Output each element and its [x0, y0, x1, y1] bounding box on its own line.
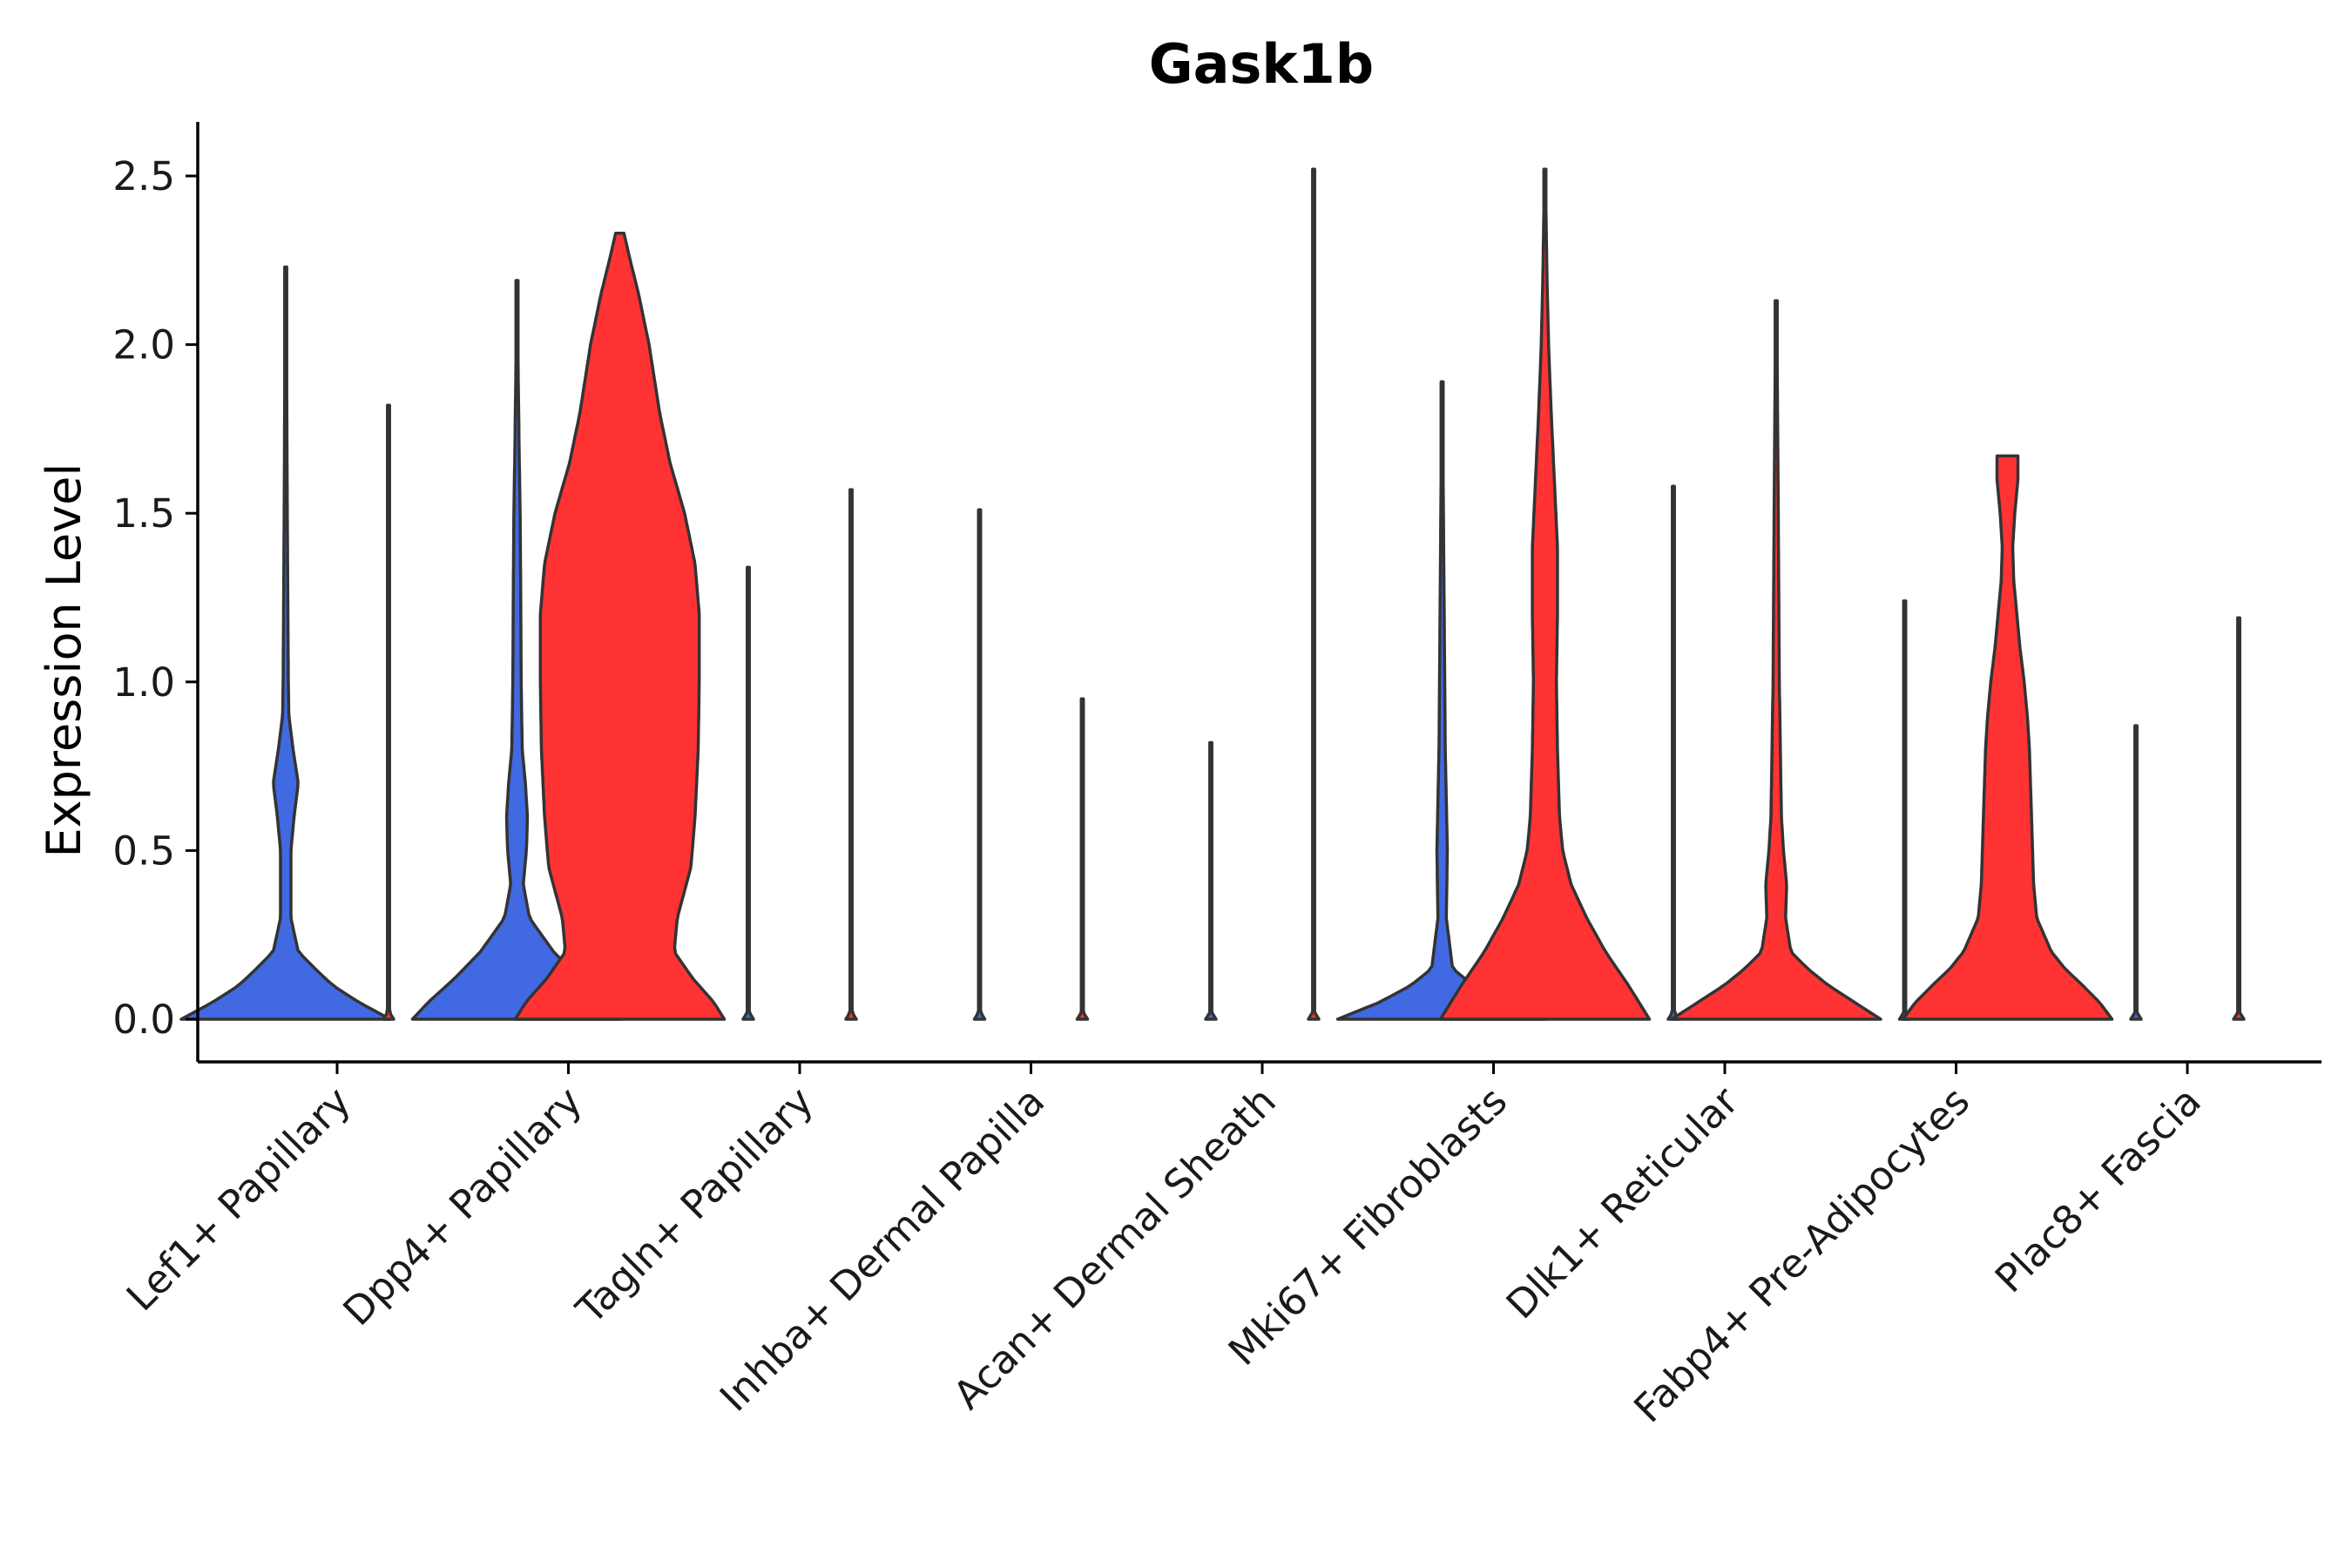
- violin-acan-dermal-sheath-red: [1307, 167, 1321, 1021]
- x-tick-label: Tagln+ Papillary: [567, 1078, 822, 1333]
- chart-title: Gask1b: [1149, 32, 1374, 96]
- violin-group: [179, 167, 2246, 1021]
- violin-acan-dermal-sheath-blue: [1204, 740, 1218, 1021]
- y-tick-label: 1.5: [112, 490, 175, 537]
- violin-mki67-fibroblasts-blue: [1335, 380, 1549, 1021]
- violin-dlk1-reticular-red: [1670, 299, 1882, 1021]
- y-tick-label: 2.5: [112, 153, 175, 199]
- violin-lef1-papillary-blue: [179, 265, 392, 1021]
- violin-mki67-fibroblasts-red: [1438, 167, 1652, 1021]
- violin-fabp4-pre-adipocytes-blue: [1897, 599, 1912, 1021]
- violin-dpp4-papillary-blue: [410, 279, 624, 1021]
- violin-plac8-fascia-red: [2232, 616, 2246, 1021]
- violin-inhba-dermal-papilla-blue: [972, 508, 987, 1021]
- violin-dpp4-papillary-red: [513, 232, 727, 1021]
- violin-dlk1-reticular-blue: [1666, 484, 1680, 1021]
- violin-tagln-papillary-blue: [741, 565, 755, 1021]
- y-tick-label: 0.5: [112, 828, 175, 874]
- violin-plac8-fascia-blue: [2129, 724, 2143, 1021]
- x-tick-label: Plac8+ Fascia: [1986, 1078, 2210, 1301]
- violin-inhba-dermal-papilla-red: [1075, 697, 1090, 1021]
- y-tick-label: 0.0: [112, 997, 175, 1043]
- violin-fabp4-pre-adipocytes-red: [1901, 454, 2114, 1021]
- y-axis-title: Expression Level: [37, 463, 91, 858]
- violin-lef1-papillary-red: [382, 403, 395, 1021]
- y-axis: 0.0 0.5 1.0 1.5 2.0 2.5: [112, 122, 199, 1062]
- y-tick-label: 1.0: [112, 659, 175, 706]
- x-tick-label: Lef1+ Papillary: [118, 1078, 360, 1320]
- x-tick-label: Dpp4+ Papillary: [334, 1078, 591, 1335]
- violin-tagln-papillary-red: [844, 488, 858, 1021]
- x-tick-label: Dlk1+ Reticular: [1497, 1078, 1747, 1328]
- y-tick-label: 2.0: [112, 322, 175, 368]
